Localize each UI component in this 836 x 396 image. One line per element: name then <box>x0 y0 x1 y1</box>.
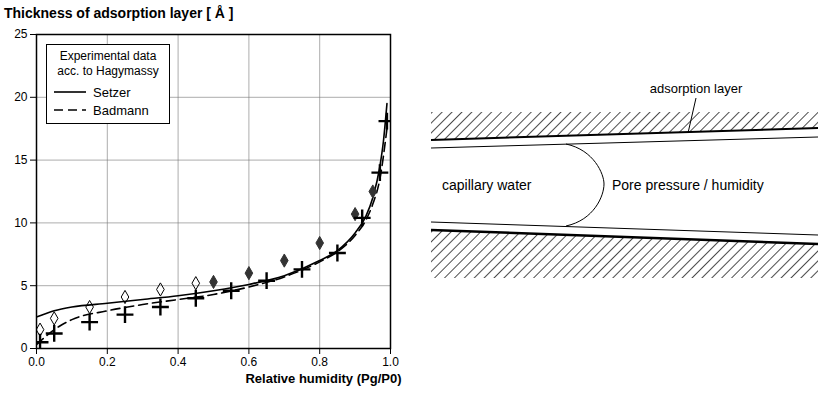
html-text:Thickness of adsorption layer: Thickness of adsorption layer [ Å ] <box>4 5 234 21</box>
svg-text:0.4: 0.4 <box>170 355 187 369</box>
html-text:Setzer: Setzer <box>93 84 131 100</box>
svg-text:0.6: 0.6 <box>241 355 258 369</box>
svg-text:0.2: 0.2 <box>99 355 116 369</box>
svg-text:10: 10 <box>14 216 28 230</box>
svg-text:25: 25 <box>14 27 28 41</box>
svg-text:capillary water: capillary water <box>442 177 532 193</box>
svg-text:0.8: 0.8 <box>311 355 328 369</box>
svg-text:Pore pressure / humidity: Pore pressure / humidity <box>612 177 764 193</box>
svg-text:Relative humidity (Pg/P0): Relative humidity (Pg/P0) <box>245 371 401 386</box>
svg-text:20: 20 <box>14 90 28 104</box>
svg-text:adsorption layer: adsorption layer <box>650 81 743 96</box>
html-text:Experimental data acc. to Hagy: Experimental data acc. to Hagymassy <box>57 49 159 78</box>
svg-text:0.0: 0.0 <box>28 355 45 369</box>
svg-text:5: 5 <box>21 279 28 293</box>
svg-text:1.0: 1.0 <box>382 355 399 369</box>
html-text:Badmann: Badmann <box>93 102 149 118</box>
svg-text:0: 0 <box>21 341 28 355</box>
svg-text:15: 15 <box>14 153 28 167</box>
